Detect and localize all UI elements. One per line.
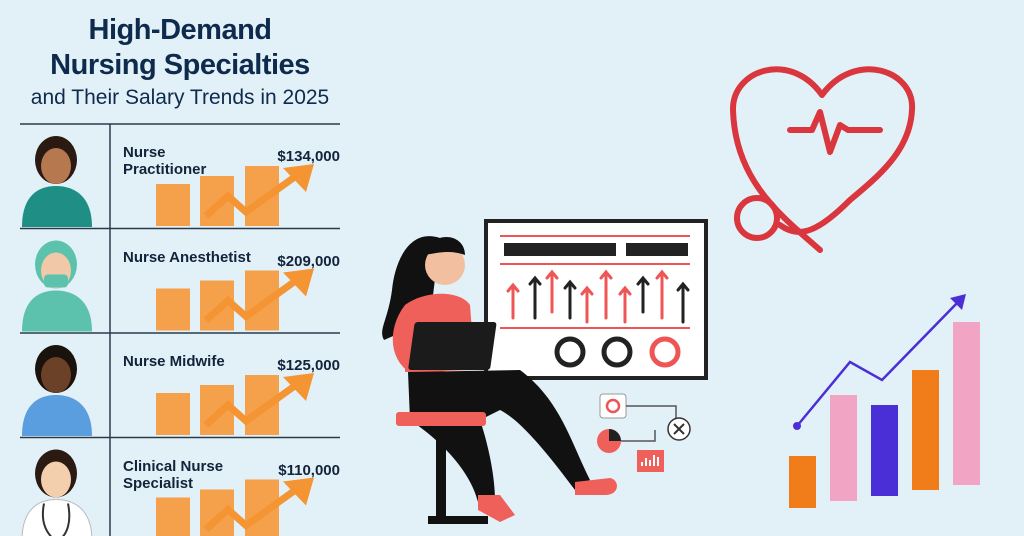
trend-art bbox=[789, 294, 980, 508]
woman-figure-part bbox=[436, 426, 446, 518]
trend-art-part bbox=[830, 395, 857, 501]
monitor-part bbox=[626, 243, 688, 256]
trend-art-part bbox=[950, 294, 966, 310]
flow-icons-part bbox=[621, 430, 656, 442]
trend-art-part bbox=[871, 405, 898, 496]
avatar bbox=[22, 240, 92, 332]
monitor-part-part bbox=[506, 282, 520, 320]
woman-figure bbox=[382, 236, 617, 524]
avatar-body bbox=[22, 395, 92, 436]
monitor-part-part bbox=[554, 336, 586, 368]
avatar bbox=[22, 345, 92, 436]
decor-bar bbox=[156, 497, 190, 536]
decor-bars bbox=[156, 268, 314, 331]
monitor-part-part bbox=[655, 269, 669, 320]
decor-arrowhead bbox=[283, 268, 314, 297]
decor-bar bbox=[156, 184, 190, 226]
trend-art-part bbox=[796, 299, 961, 427]
woman-figure-part bbox=[408, 370, 590, 502]
specialty-name: Nurse Midwife bbox=[123, 353, 225, 370]
specialty-name: Nurse Practitioner bbox=[123, 144, 207, 178]
flow-icons-part bbox=[673, 423, 685, 435]
woman-figure-part bbox=[575, 478, 617, 495]
decor-arrow bbox=[203, 277, 299, 324]
decor-bars bbox=[156, 477, 314, 536]
decor-bar bbox=[200, 280, 234, 331]
monitor bbox=[484, 219, 708, 380]
avatar-face bbox=[41, 148, 71, 184]
specialty-salary: $134,000 bbox=[277, 148, 340, 165]
woman-figure-part bbox=[478, 495, 515, 522]
subtitle: and Their Salary Trends in 2025 bbox=[30, 86, 330, 109]
specialty-salary: $125,000 bbox=[277, 357, 340, 374]
flow-icons-part bbox=[641, 455, 659, 466]
heart-icon bbox=[729, 66, 916, 253]
decor-bars bbox=[156, 164, 314, 226]
flow-icons bbox=[597, 393, 691, 472]
monitor-part bbox=[504, 243, 616, 256]
woman-figure-part bbox=[428, 516, 488, 524]
flow-icons-part bbox=[605, 398, 621, 414]
title-line: High-Demand bbox=[88, 14, 273, 46]
specialty-salary: $110,000 bbox=[278, 461, 340, 479]
decor-bar bbox=[156, 393, 190, 435]
avatar-stethoscope bbox=[42, 503, 71, 536]
decor-arrowhead bbox=[283, 164, 314, 192]
decor-arrow bbox=[203, 486, 299, 533]
decor-bar bbox=[200, 385, 234, 435]
specialty-name: Clinical Nurse Specialist bbox=[123, 457, 224, 492]
avatar bbox=[22, 136, 92, 227]
heart-icon-part bbox=[729, 66, 916, 253]
avatar-mask bbox=[44, 274, 68, 288]
avatar-face bbox=[41, 461, 71, 498]
monitor-part bbox=[554, 336, 681, 368]
flow-icons-part bbox=[599, 393, 627, 419]
avatar-face bbox=[41, 357, 71, 393]
flow-icons-part bbox=[609, 429, 621, 441]
avatar-body bbox=[21, 498, 93, 536]
monitor-part-part bbox=[580, 285, 594, 324]
decor-arrow bbox=[203, 173, 299, 219]
flow-icons-part bbox=[626, 405, 677, 418]
monitor-part-part bbox=[636, 275, 650, 314]
monitor-part-part bbox=[649, 336, 681, 368]
trend-art-part bbox=[793, 422, 801, 430]
decor-bar bbox=[200, 176, 234, 226]
decor-arrowhead bbox=[283, 373, 314, 401]
rows bbox=[20, 123, 340, 536]
specialty-name: Nurse Anesthetist bbox=[123, 248, 251, 266]
monitor-part-part bbox=[676, 281, 690, 324]
monitor-part-part bbox=[599, 269, 613, 320]
monitor-part bbox=[506, 269, 690, 324]
specialty-salary: $209,000 bbox=[277, 252, 340, 270]
monitor-part-part bbox=[545, 269, 559, 314]
trend-art-part bbox=[953, 322, 980, 485]
heart-icon-part bbox=[777, 197, 853, 235]
trend-art-part bbox=[912, 370, 939, 490]
heart-icon-part bbox=[787, 109, 883, 155]
woman-figure-part bbox=[396, 412, 486, 426]
monitor-part-part bbox=[563, 279, 577, 320]
decor-bar bbox=[156, 288, 190, 331]
trend-art-part bbox=[789, 456, 816, 508]
heart-icon-part bbox=[734, 195, 780, 241]
avatar-body bbox=[22, 186, 92, 227]
avatar-body bbox=[22, 290, 92, 332]
woman-figure-part bbox=[425, 245, 465, 285]
decor-bars bbox=[156, 373, 314, 435]
monitor-part-part bbox=[528, 275, 542, 320]
woman-figure-part bbox=[425, 236, 465, 255]
monitor-part-part bbox=[618, 285, 632, 324]
decor-arrowhead bbox=[283, 477, 314, 506]
avatar bbox=[21, 449, 93, 536]
title-line: Nursing Specialties bbox=[50, 49, 310, 81]
woman-figure-part bbox=[408, 322, 497, 370]
monitor-part-part bbox=[601, 336, 633, 368]
decor-arrow bbox=[203, 382, 299, 428]
